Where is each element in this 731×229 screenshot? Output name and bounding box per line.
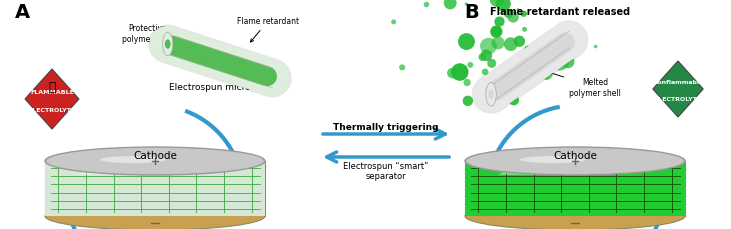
Text: 🔥: 🔥 <box>48 81 56 94</box>
Ellipse shape <box>100 156 166 163</box>
Polygon shape <box>653 62 703 117</box>
Text: eLECTROLYTE: eLECTROLYTE <box>654 97 702 102</box>
Circle shape <box>561 35 578 53</box>
Circle shape <box>522 28 527 33</box>
Circle shape <box>493 85 497 88</box>
Ellipse shape <box>488 90 494 99</box>
Circle shape <box>451 64 469 82</box>
Circle shape <box>467 63 473 68</box>
Text: Flame retardant: Flame retardant <box>237 17 299 43</box>
PathPatch shape <box>465 161 685 216</box>
Circle shape <box>492 27 501 35</box>
Circle shape <box>561 56 575 69</box>
Circle shape <box>496 0 511 12</box>
Circle shape <box>542 64 546 68</box>
Circle shape <box>463 79 471 87</box>
Circle shape <box>539 38 554 53</box>
Circle shape <box>507 12 519 24</box>
Circle shape <box>480 39 497 55</box>
Ellipse shape <box>45 202 265 229</box>
Circle shape <box>499 85 515 101</box>
Circle shape <box>520 11 527 18</box>
Polygon shape <box>498 163 652 175</box>
Text: eLECTROLYTE: eLECTROLYTE <box>29 108 75 112</box>
Circle shape <box>511 63 516 68</box>
PathPatch shape <box>45 161 265 216</box>
Circle shape <box>562 36 578 52</box>
Polygon shape <box>78 163 232 175</box>
Text: Cathode: Cathode <box>133 150 177 160</box>
Text: Melted
polymer shell: Melted polymer shell <box>549 72 621 97</box>
Circle shape <box>447 69 458 79</box>
Circle shape <box>504 38 518 52</box>
Circle shape <box>553 59 555 61</box>
Ellipse shape <box>465 202 685 229</box>
Circle shape <box>509 95 519 106</box>
Circle shape <box>458 34 475 51</box>
Circle shape <box>482 69 488 76</box>
Circle shape <box>526 58 533 65</box>
Circle shape <box>543 63 546 66</box>
Circle shape <box>594 46 597 49</box>
Text: B: B <box>465 3 480 21</box>
Circle shape <box>391 20 396 25</box>
Ellipse shape <box>465 147 685 175</box>
Circle shape <box>541 71 550 80</box>
Circle shape <box>500 74 515 88</box>
Text: Protective
polymer shell: Protective polymer shell <box>122 24 192 54</box>
Circle shape <box>463 96 473 107</box>
Circle shape <box>424 3 429 8</box>
Circle shape <box>491 37 504 50</box>
Circle shape <box>527 76 531 80</box>
Circle shape <box>514 36 525 48</box>
Circle shape <box>551 54 569 71</box>
Text: Cathode: Cathode <box>553 150 597 160</box>
Ellipse shape <box>45 147 265 175</box>
Circle shape <box>493 90 506 103</box>
Ellipse shape <box>164 40 170 49</box>
Circle shape <box>480 50 492 62</box>
Text: Flame retardant released: Flame retardant released <box>490 7 630 17</box>
Circle shape <box>488 60 496 68</box>
Ellipse shape <box>467 148 683 174</box>
Ellipse shape <box>520 156 586 163</box>
Ellipse shape <box>47 148 263 174</box>
Circle shape <box>399 65 405 71</box>
Circle shape <box>490 0 504 8</box>
Text: Thermally triggering: Thermally triggering <box>333 123 439 132</box>
Text: A: A <box>15 3 29 21</box>
Circle shape <box>524 46 531 53</box>
Circle shape <box>514 72 529 87</box>
Circle shape <box>536 49 542 56</box>
Circle shape <box>526 88 529 90</box>
Text: Nonflammable: Nonflammable <box>652 80 704 85</box>
Text: FLAMMABLE: FLAMMABLE <box>30 90 74 95</box>
Circle shape <box>494 17 504 28</box>
Circle shape <box>479 54 486 62</box>
Text: Electrospun “smart”
separator: Electrospun “smart” separator <box>344 161 428 181</box>
Circle shape <box>517 9 520 12</box>
Text: Electrospun microfiber: Electrospun microfiber <box>169 83 271 92</box>
Circle shape <box>491 26 502 38</box>
Circle shape <box>504 10 513 19</box>
Circle shape <box>444 0 457 10</box>
Circle shape <box>525 57 531 63</box>
Ellipse shape <box>162 33 173 57</box>
Circle shape <box>541 69 553 80</box>
Ellipse shape <box>486 83 496 106</box>
Circle shape <box>465 3 468 7</box>
Polygon shape <box>25 70 79 129</box>
